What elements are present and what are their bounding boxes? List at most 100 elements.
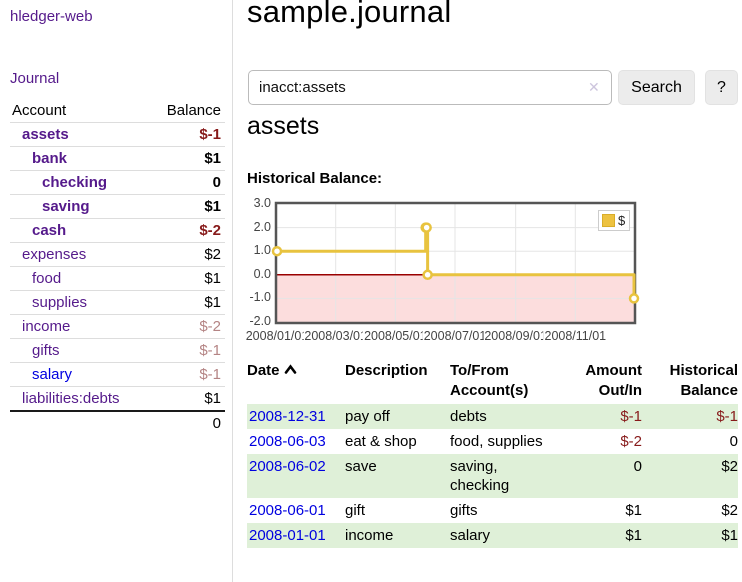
sidebar-total-row: 0 (10, 410, 225, 435)
col-tofrom-accounts: To/From Account(s) (450, 362, 529, 399)
sidebar-total-value: 0 (148, 410, 225, 435)
account-link[interactable]: food (32, 270, 62, 287)
sidebar-col-account: Account (12, 102, 67, 119)
chart-legend: $ (598, 210, 631, 231)
col-amount-outin: Amount Out/In (585, 362, 642, 399)
account-link[interactable]: expenses (22, 246, 87, 263)
account-balance: $1 (148, 194, 225, 219)
sidebar-account-row: supplies $1 (10, 290, 225, 315)
account-balance: $-1 (148, 362, 225, 387)
transaction-row: 2008-06-03 eat & shop food, supplies $-2 0 (247, 429, 738, 454)
transaction-balance: $2 (721, 458, 738, 475)
search-button[interactable]: Search (618, 70, 695, 105)
transaction-balance: $2 (721, 502, 738, 519)
account-balance: $1 (148, 290, 225, 315)
transaction-balance: $-1 (716, 408, 738, 425)
account-link[interactable]: bank (32, 150, 68, 167)
sidebar-account-row: cash $-2 (10, 218, 225, 243)
account-link[interactable]: gifts (32, 342, 60, 359)
brand-link[interactable]: hledger-web (10, 8, 93, 25)
page-title: sample.journal (247, 0, 452, 29)
sidebar-account-row: saving $1 (10, 194, 225, 219)
nav-journal-link[interactable]: Journal (10, 70, 60, 87)
transaction-row: 2008-06-02 save saving, checking 0 $2 (247, 454, 738, 498)
main-content: sample.journal ✕ Search ? assets Histori… (244, 0, 738, 582)
sort-ascending-icon (284, 361, 297, 381)
sidebar-account-row: bank $1 (10, 146, 225, 171)
sidebar-account-row: expenses $2 (10, 242, 225, 267)
col-historical-balance: Historical Balance (669, 362, 738, 399)
historical-balance-chart: 3.0 2.0 1.0 0.0 -1.0 -2.0 2008/01/01 2008/03/01… (244, 196, 717, 348)
x-axis-tick-label: 2008/01/01 (244, 329, 310, 343)
transaction-description: pay off (345, 408, 390, 425)
transaction-amount: $-2 (620, 433, 642, 450)
col-date[interactable]: Date (247, 358, 345, 404)
y-axis-tick-label: 3.0 (253, 196, 271, 210)
transaction-amount: $1 (625, 502, 642, 519)
account-link[interactable]: checking (42, 174, 108, 191)
transaction-accounts: saving, checking (450, 458, 510, 494)
help-button[interactable]: ? (705, 70, 738, 105)
transaction-date-link[interactable]: 2008-06-02 (249, 458, 326, 475)
sidebar-balance-table: Account Balance assets $-1 bank $1 checking 0… (10, 100, 225, 435)
account-balance: $1 (148, 386, 225, 411)
account-link[interactable]: assets (22, 126, 69, 143)
x-axis-tick-label: 2008/09/01 (483, 329, 548, 343)
account-link[interactable]: saving (42, 198, 90, 215)
account-link[interactable]: salary (32, 366, 73, 383)
account-balance: $1 (148, 146, 225, 171)
register-header-row: Date Description To/From Account(s) Amou… (247, 358, 738, 404)
search-input[interactable] (248, 70, 612, 105)
transaction-row: 2008-06-01 gift gifts $1 $2 (247, 498, 738, 523)
legend-series-label: $ (618, 213, 626, 228)
sidebar-account-row: assets $-1 (10, 122, 225, 147)
account-balance: $-1 (148, 338, 225, 363)
account-balance: $-2 (148, 314, 225, 339)
account-link[interactable]: income (22, 318, 71, 335)
transaction-description: gift (345, 502, 366, 519)
sidebar-account-row: income $-2 (10, 314, 225, 339)
transaction-balance: 0 (729, 433, 738, 450)
transaction-row: 2008-12-31 pay off debts $-1 $-1 (247, 404, 738, 429)
sidebar-col-balance: Balance (166, 102, 221, 119)
sidebar-account-row: food $1 (10, 266, 225, 291)
account-link[interactable]: supplies (32, 294, 88, 311)
search-form: ✕ Search ? (247, 70, 738, 106)
account-title: assets (247, 112, 320, 140)
transaction-row: 2008-01-01 income salary $1 $1 (247, 523, 738, 548)
transaction-accounts: gifts (450, 502, 478, 519)
x-axis-tick-label: 2008/07/01 (422, 329, 488, 343)
x-axis-tick-label: 2008/03/01 (303, 329, 368, 343)
transaction-amount: $1 (625, 527, 642, 544)
sidebar: hledger-web Journal Account Balance asse… (0, 0, 233, 582)
transaction-date-link[interactable]: 2008-12-31 (249, 408, 326, 425)
transaction-amount: $-1 (620, 408, 642, 425)
account-balance: 0 (148, 170, 225, 195)
sidebar-account-row: salary $-1 (10, 362, 225, 387)
account-balance: $-2 (148, 218, 225, 243)
account-link[interactable]: liabilities:debts (22, 390, 120, 407)
y-axis-tick-label: 1.0 (253, 243, 271, 258)
sidebar-account-row: gifts $-1 (10, 338, 225, 363)
sidebar-account-row: checking 0 (10, 170, 225, 195)
transaction-accounts: food, supplies (450, 433, 543, 450)
x-axis-tick-label: 2008/05/01 (363, 329, 428, 343)
y-axis-tick-label: 0.0 (253, 266, 271, 281)
transaction-accounts: debts (450, 408, 487, 425)
y-axis-tick-label: -1.0 (249, 290, 271, 305)
transaction-date-link[interactable]: 2008-06-01 (249, 502, 326, 519)
y-axis-tick-label: -2.0 (249, 314, 271, 328)
transaction-date-link[interactable]: 2008-06-03 (249, 433, 326, 450)
col-description: Description (345, 362, 428, 379)
clear-search-icon[interactable]: ✕ (588, 79, 600, 95)
account-balance: $1 (148, 266, 225, 291)
transaction-date-link[interactable]: 2008-01-01 (249, 527, 326, 544)
chart-label: Historical Balance: (247, 170, 383, 187)
x-axis-tick-label: 2008/11/01 (543, 329, 608, 343)
register-table: Date Description To/From Account(s) Amou… (247, 358, 738, 548)
account-link[interactable]: cash (32, 222, 67, 239)
transaction-balance: $1 (721, 527, 738, 544)
account-balance: $2 (148, 242, 225, 267)
sidebar-account-row: liabilities:debts $1 (10, 386, 225, 411)
transaction-description: income (345, 527, 394, 544)
